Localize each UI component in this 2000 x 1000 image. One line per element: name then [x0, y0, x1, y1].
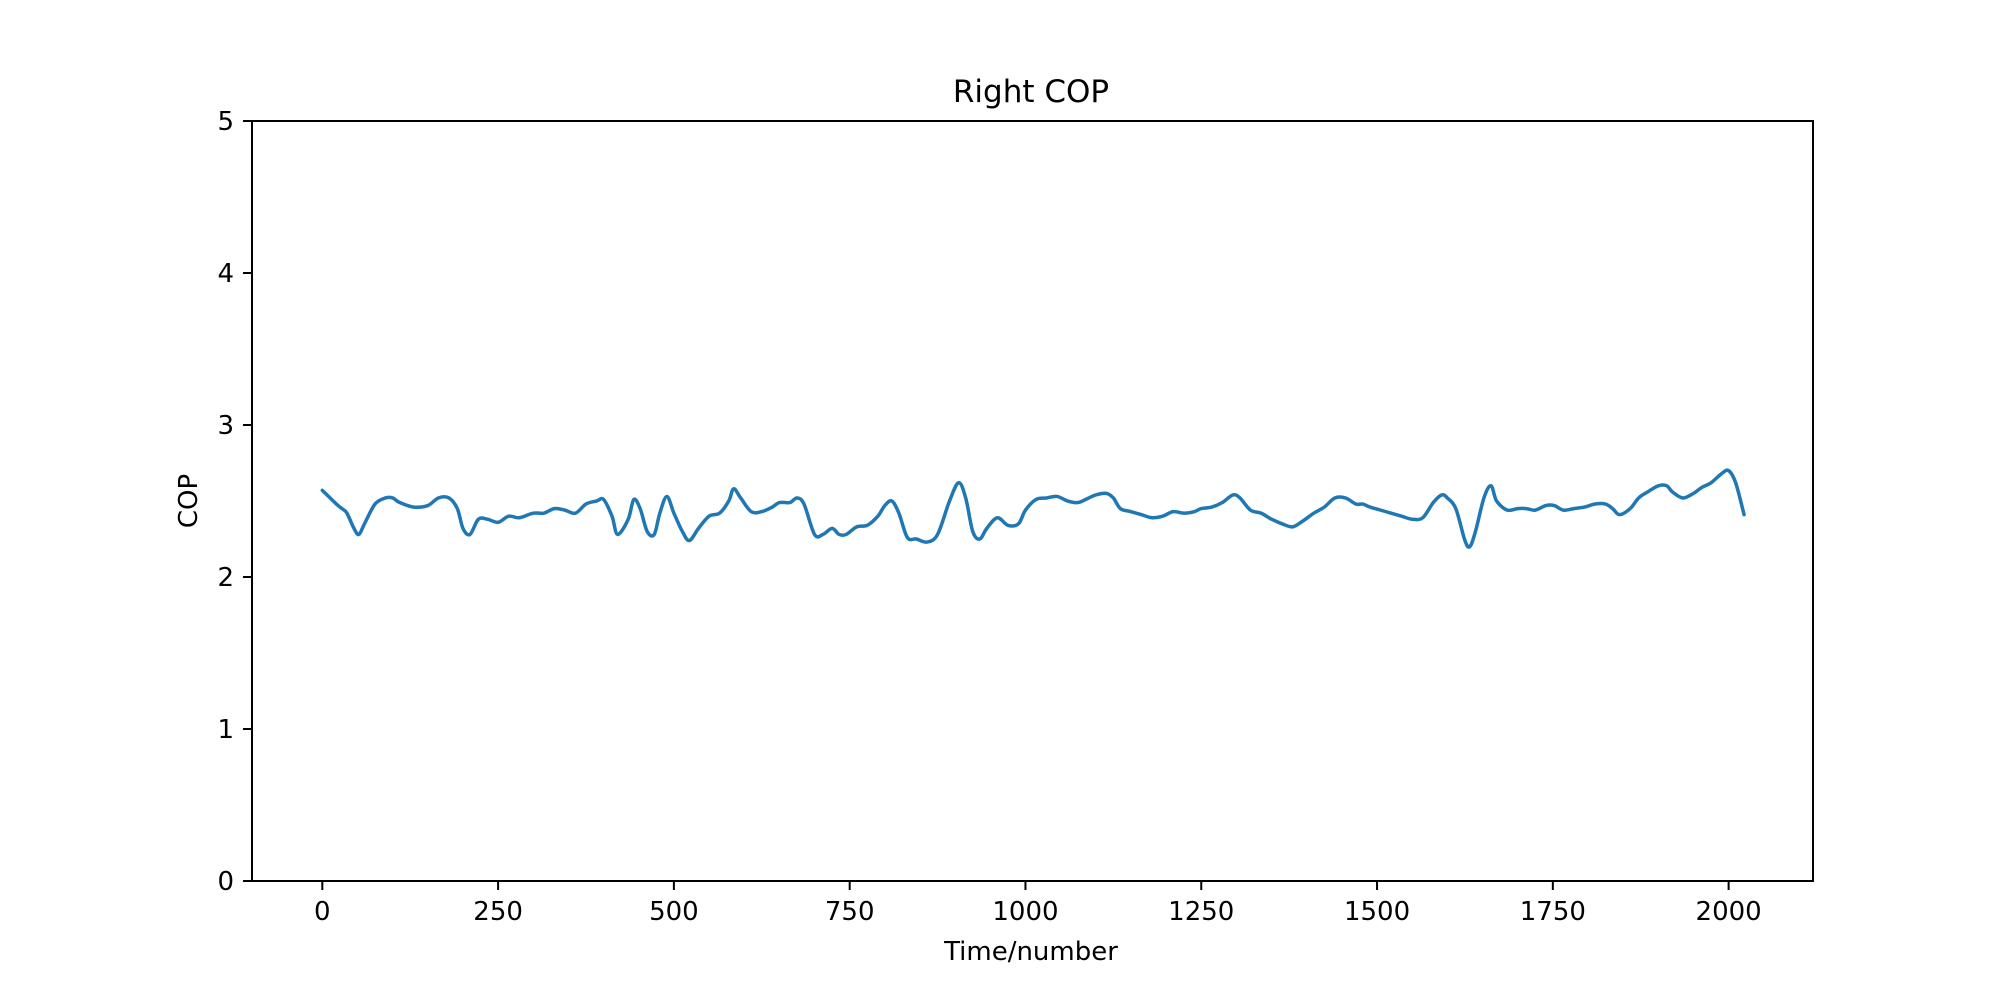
- series-line: [320, 468, 1746, 549]
- y-axis-ticks: 0 1 2 3 4 5: [217, 107, 252, 897]
- x-axis-label: Time/number: [943, 937, 1118, 967]
- x-tick-label: 500: [649, 897, 699, 927]
- x-tick-label: 2000: [1696, 897, 1762, 927]
- y-tick-label: 1: [217, 715, 234, 745]
- x-tick-label: 750: [825, 897, 875, 927]
- y-tick-label: 0: [217, 867, 234, 897]
- y-tick-label: 3: [217, 411, 234, 441]
- x-tick-label: 1750: [1520, 897, 1586, 927]
- chart-title: Right COP: [953, 74, 1109, 110]
- x-tick-label: 1250: [1168, 897, 1234, 927]
- x-axis-ticks: 0 250 500 750 1000 1250 1500 1750 2000: [314, 881, 1762, 927]
- plot-area-frame: [251, 120, 1814, 882]
- y-tick-label: 4: [217, 259, 234, 289]
- x-tick-label: 0: [314, 897, 331, 927]
- x-tick-label: 250: [473, 897, 523, 927]
- y-tick-label: 2: [217, 563, 234, 593]
- y-axis-label: COP: [174, 474, 204, 528]
- x-tick-label: 1000: [992, 897, 1058, 927]
- y-tick-label: 5: [217, 107, 234, 137]
- x-tick-label: 1500: [1344, 897, 1410, 927]
